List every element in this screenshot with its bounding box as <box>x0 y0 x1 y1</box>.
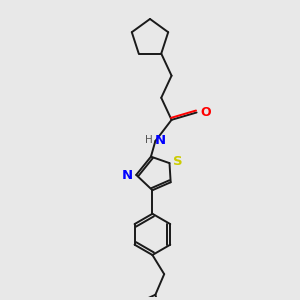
Text: S: S <box>173 155 183 169</box>
Text: N: N <box>154 134 166 147</box>
Text: H: H <box>145 136 153 146</box>
Text: N: N <box>121 169 132 182</box>
Text: O: O <box>200 106 211 119</box>
